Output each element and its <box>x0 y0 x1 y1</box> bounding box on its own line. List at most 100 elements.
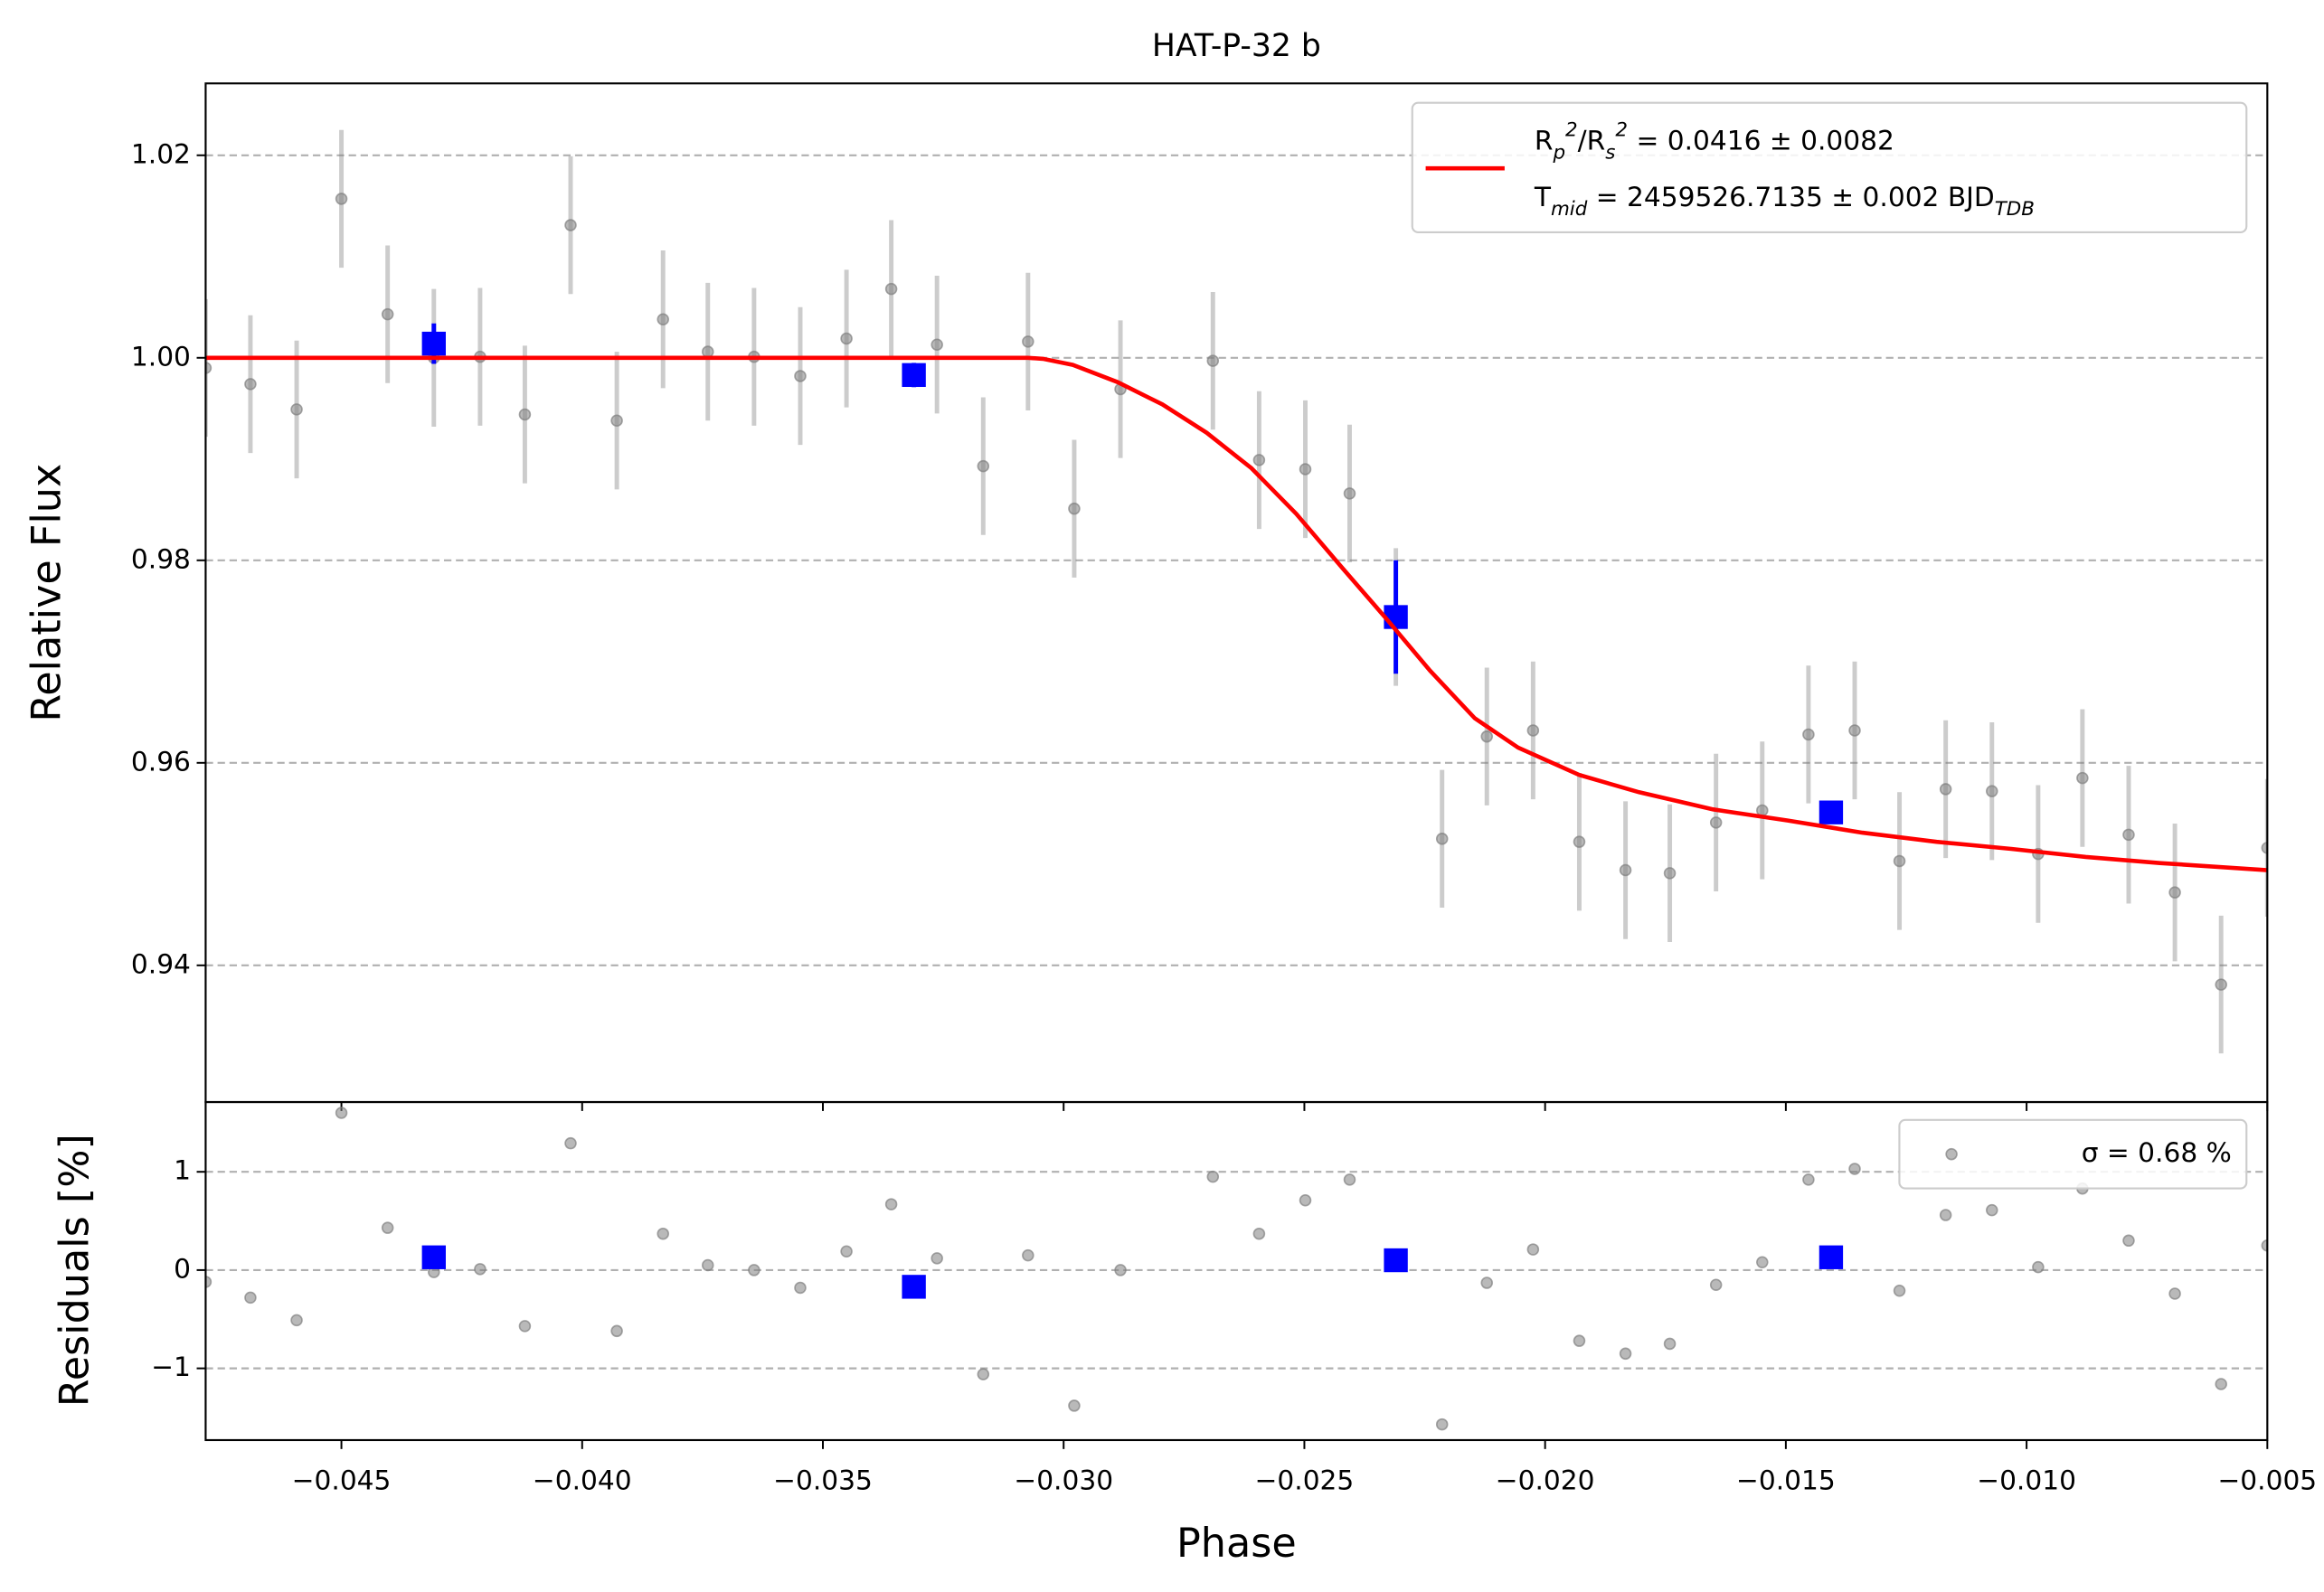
data-point <box>1986 1203 1998 1217</box>
x-tick-label: −0.005 <box>2217 1465 2317 1496</box>
data-point <box>1619 1347 1632 1361</box>
data-point <box>1663 867 1677 880</box>
data-point <box>1526 724 1540 737</box>
data-point <box>884 282 898 296</box>
data-point <box>1573 835 1586 848</box>
legend-box <box>1411 101 2248 234</box>
data-point <box>2215 1378 2227 1390</box>
x-axis-label: Phase <box>1176 1521 1297 1567</box>
binned-point <box>1384 605 1408 629</box>
data-point <box>1756 1256 1769 1268</box>
x-tick-label: −0.035 <box>773 1465 873 1496</box>
binned-point <box>421 331 446 356</box>
plot-area <box>205 1107 2268 1431</box>
data-point <box>1573 1334 1586 1347</box>
data-point <box>1343 1173 1356 1186</box>
x-tick-label: −0.040 <box>533 1465 632 1496</box>
data-point <box>1663 1337 1677 1351</box>
y-tick-label: 0.98 <box>131 542 191 574</box>
data-point <box>794 1281 807 1295</box>
data-point <box>610 414 623 427</box>
data-point <box>335 1107 348 1119</box>
binned-point <box>1384 1248 1408 1273</box>
data-point <box>381 1221 394 1234</box>
data-point <box>290 403 303 416</box>
data-point <box>1709 816 1723 829</box>
model-line <box>205 355 2268 872</box>
data-point <box>1022 1248 1034 1262</box>
data-point <box>1893 1284 1906 1297</box>
data-point <box>884 1198 898 1210</box>
data-point <box>1802 728 1815 741</box>
data-point <box>657 313 669 325</box>
y-tick-label: 1.02 <box>131 137 191 169</box>
data-point <box>748 1264 760 1276</box>
y-axis-label: Residuals [%] <box>52 1134 99 1407</box>
data-point <box>1299 1193 1312 1207</box>
y-tick-label: 0.94 <box>131 947 191 979</box>
y-tick-label: 1.00 <box>131 340 191 372</box>
y-tick-label: 0.96 <box>131 745 191 777</box>
x-tick-label: −0.030 <box>1014 1465 1113 1496</box>
data-point <box>1802 1173 1815 1186</box>
x-tick-label: −0.020 <box>1496 1465 1595 1496</box>
legend-swatch <box>1945 1147 1958 1161</box>
data-point <box>564 219 577 231</box>
data-point <box>1480 730 1493 743</box>
x-tick-label: −0.010 <box>1977 1465 2076 1496</box>
data-point <box>1619 863 1632 877</box>
binned-point <box>902 1275 926 1299</box>
data-point <box>1986 785 1998 797</box>
data-point <box>244 378 257 391</box>
data-point <box>931 338 943 351</box>
data-point <box>205 1276 213 1288</box>
data-point <box>2261 842 2268 854</box>
data-point <box>2215 978 2227 991</box>
data-point <box>1068 502 1081 515</box>
data-point <box>1848 724 1861 737</box>
axes-frame <box>204 1100 2269 1442</box>
data-point <box>205 362 213 374</box>
data-point <box>518 1320 532 1333</box>
data-point <box>1893 854 1906 868</box>
y-tick-label: 1 <box>174 1154 191 1186</box>
legend-label: σ = 0.68 % <box>2082 1136 2232 1168</box>
data-point <box>1480 1276 1493 1289</box>
data-point <box>1252 1227 1266 1240</box>
legend-label: Rp2/Rs2 = 0.0416 ± 0.0082 Tmid = 2459526.… <box>1534 118 2035 221</box>
data-point <box>840 332 853 345</box>
data-point <box>1526 1243 1540 1256</box>
y-tick-label: 0 <box>174 1252 191 1284</box>
binned-point <box>1819 800 1844 824</box>
data-point <box>1435 1418 1449 1431</box>
data-point <box>1114 1264 1127 1276</box>
binned-point <box>902 363 926 388</box>
x-tick-label: −0.045 <box>292 1465 392 1496</box>
data-point <box>1022 335 1034 348</box>
data-point <box>335 193 348 205</box>
data-point <box>840 1245 853 1258</box>
data-point <box>290 1314 303 1327</box>
data-point <box>2168 886 2181 899</box>
x-tick-label: −0.025 <box>1255 1465 1355 1496</box>
data-point <box>2122 828 2135 842</box>
data-point <box>2032 1260 2045 1274</box>
data-point <box>657 1227 669 1240</box>
data-point <box>2076 771 2089 785</box>
data-point <box>1343 487 1356 500</box>
data-point <box>701 345 714 358</box>
data-point <box>1068 1399 1081 1412</box>
data-point <box>1939 1209 1952 1221</box>
legend-box <box>1898 1118 2248 1190</box>
chart-title: HAT-P-32 b <box>1152 28 1321 64</box>
x-tick-label: −0.015 <box>1736 1465 1836 1496</box>
data-point <box>518 408 532 421</box>
data-point <box>1206 1170 1220 1183</box>
binned-point <box>421 1245 446 1269</box>
data-point <box>2122 1234 2135 1248</box>
data-point <box>931 1252 943 1265</box>
data-point <box>1848 1163 1861 1175</box>
